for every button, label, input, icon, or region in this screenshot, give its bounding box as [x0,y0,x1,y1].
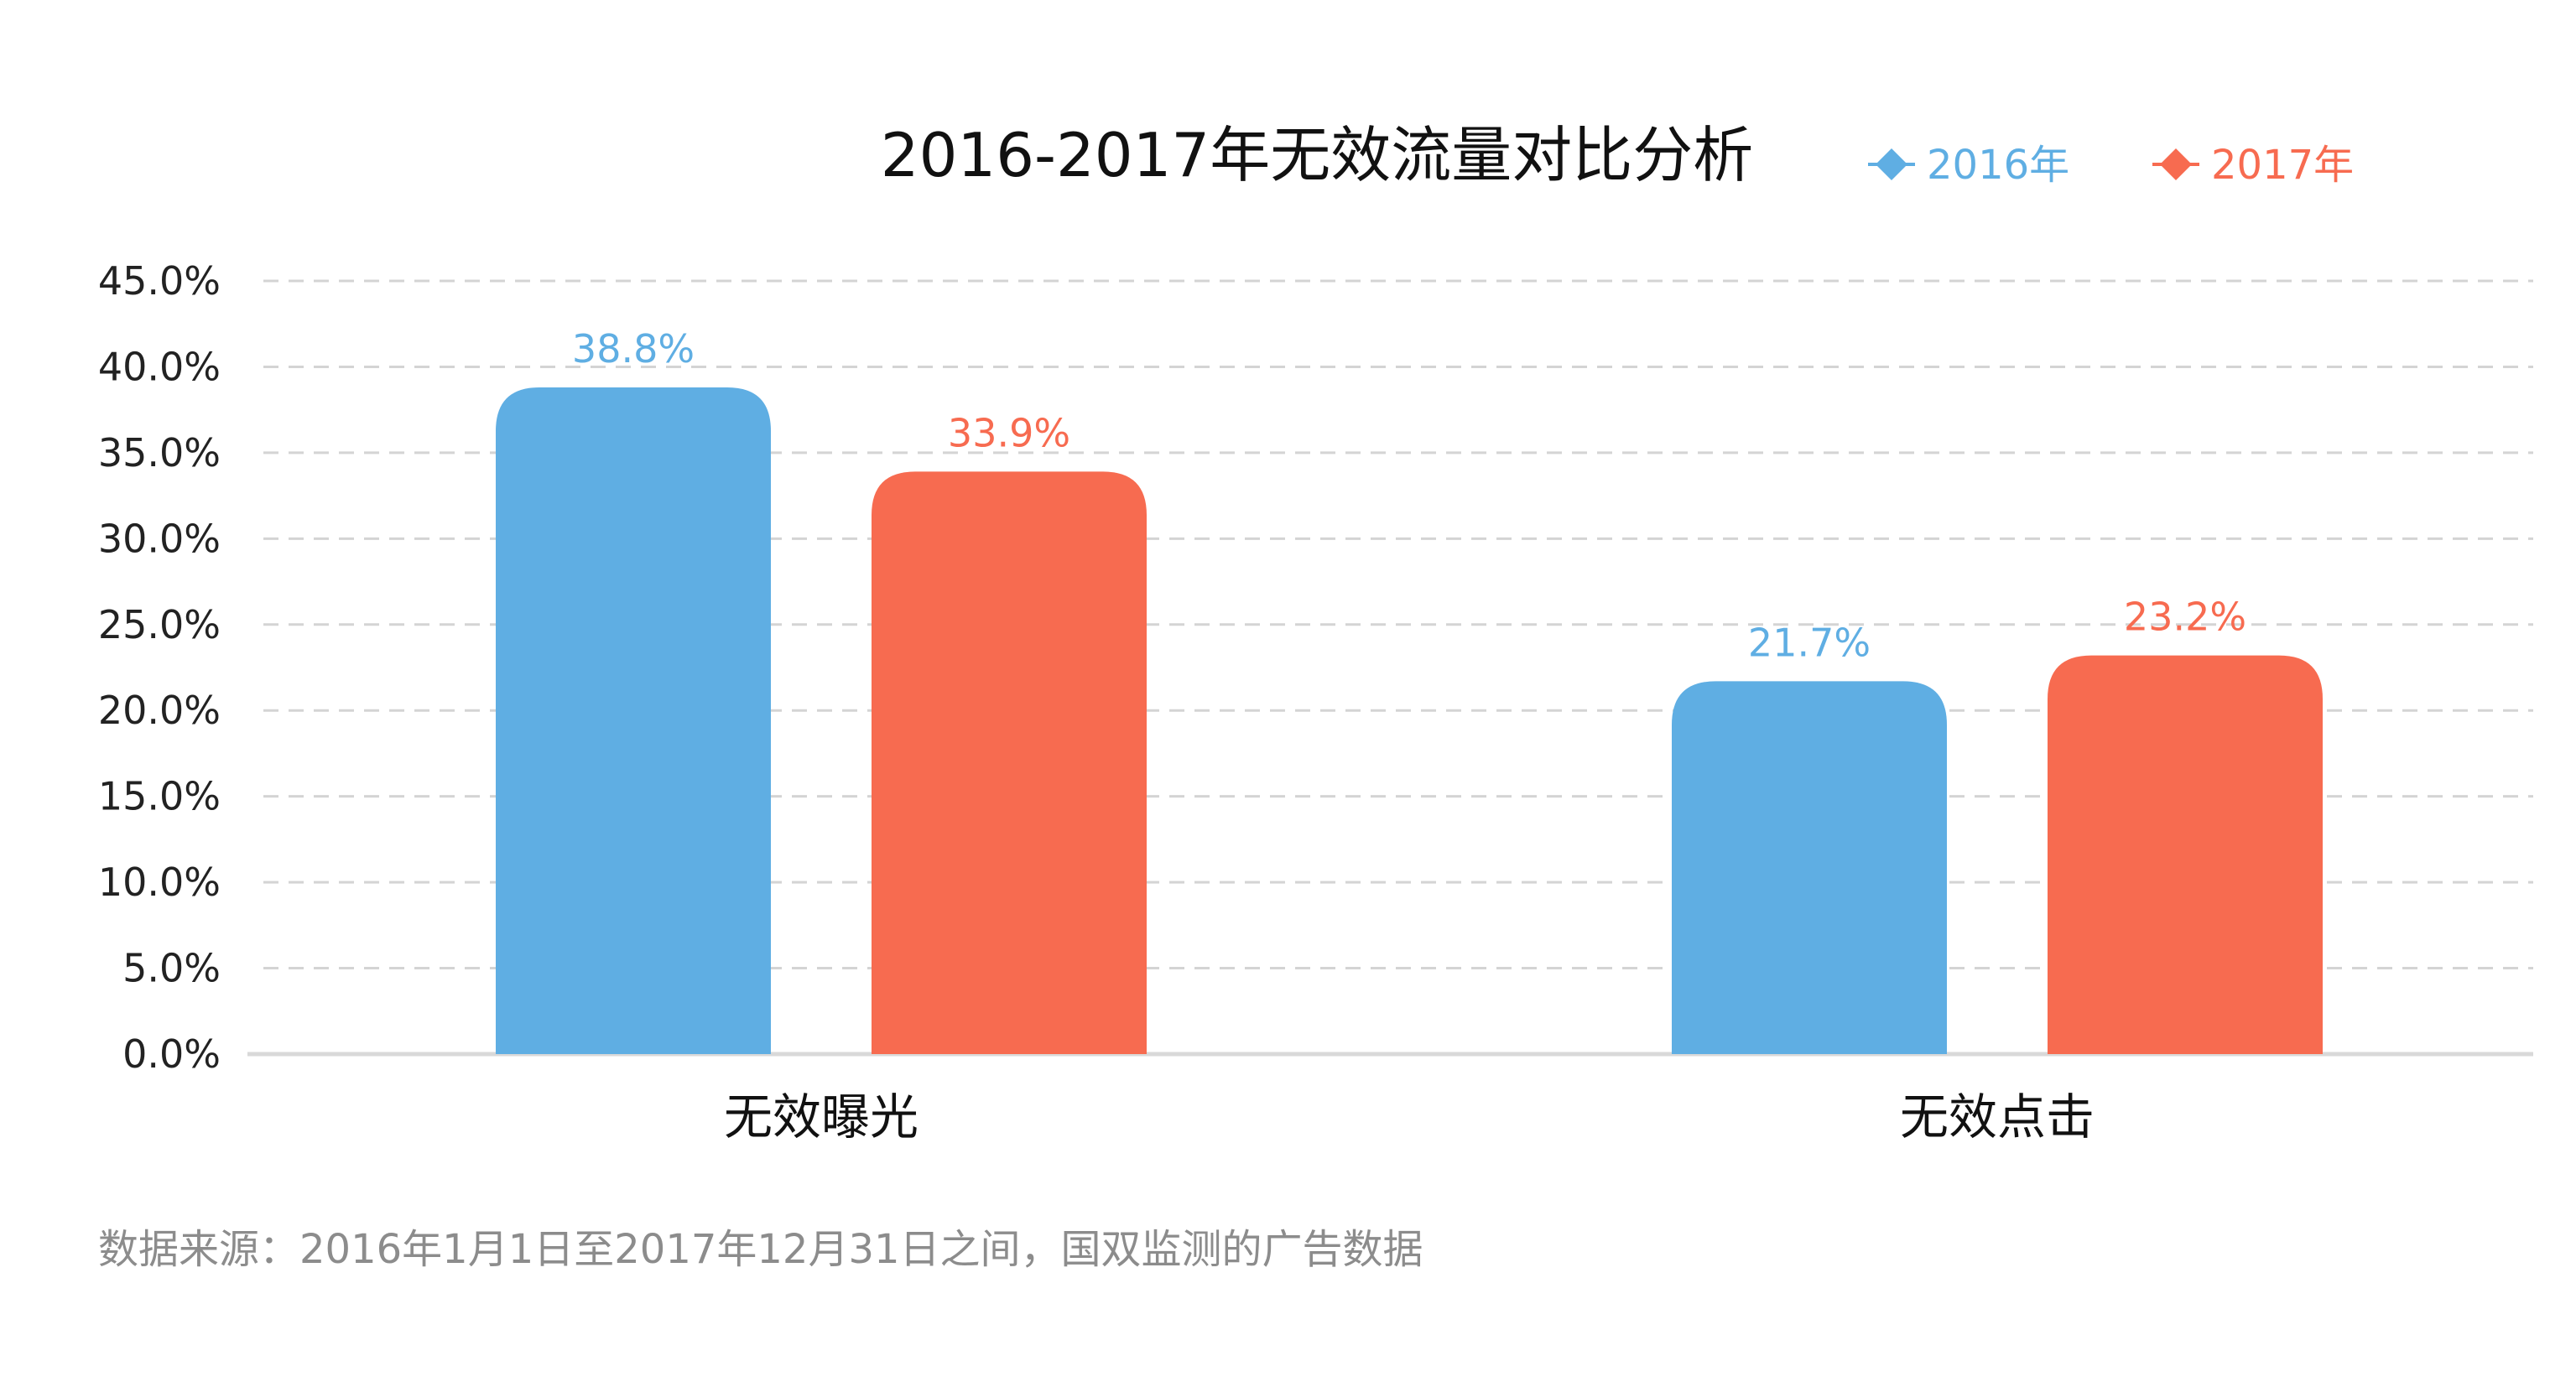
legend: 2016年 2017年 [1868,142,2354,189]
y-tick-label: 40.0% [98,344,221,389]
legend-label: 2017年 [2211,142,2354,189]
y-tick-label: 20.0% [98,688,221,733]
legend-item: 2016年 [1868,142,2069,189]
y-tick-label: 15.0% [98,774,221,819]
legend-label: 2016年 [1927,142,2069,189]
legend-diamond-icon [2160,148,2192,180]
x-axis-ticks: 无效曝光 无效点击 [724,1088,2095,1145]
x-tick-label: 无效点击 [1900,1088,2095,1145]
data-labels: 38.8% 33.9% 21.7% 23.2% [572,326,2246,665]
y-tick-label: 5.0% [122,946,221,991]
y-tick-label: 0.0% [122,1031,221,1077]
data-label: 23.2% [2124,595,2246,640]
y-tick-label: 25.0% [98,602,221,647]
bars [496,387,2323,1054]
y-tick-label: 45.0% [98,258,221,304]
source-note: 数据来源：2016年1月1日至2017年12月31日之间，国双监测的广告数据 [98,1226,1423,1273]
bar [872,471,1147,1054]
bar [496,387,771,1054]
bar [2048,655,2323,1054]
data-label: 33.9% [948,410,1070,455]
y-tick-label: 30.0% [98,516,221,561]
bar [1672,681,1947,1054]
y-tick-label: 10.0% [98,860,221,905]
data-label: 21.7% [1748,620,1871,665]
data-label: 38.8% [572,326,695,371]
legend-diamond-icon [1876,148,1907,180]
chart-title: 2016-2017年无效流量对比分析 [881,120,1753,190]
x-tick-label: 无效曝光 [724,1088,919,1145]
y-tick-label: 35.0% [98,430,221,475]
legend-item: 2017年 [2152,142,2354,189]
y-axis-ticks: 0.0% 5.0% 10.0% 15.0% 20.0% 25.0% 30.0% 35.0% 40… [98,258,221,1077]
